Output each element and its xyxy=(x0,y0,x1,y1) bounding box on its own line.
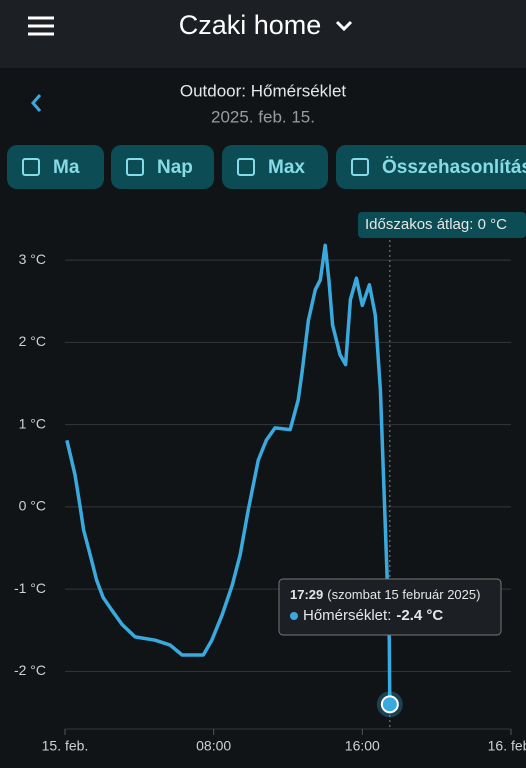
tooltip-line: 17:29 (szombat 15 február 2025) xyxy=(290,587,480,602)
filter-button[interactable]: Ma xyxy=(7,145,104,189)
tooltip-line: Hőmérséklet: -2.4 °C xyxy=(303,607,443,624)
filter-button[interactable]: Nap xyxy=(111,145,214,189)
tooltip-dot xyxy=(290,612,298,620)
x-tick-label: 08:00 xyxy=(196,738,231,754)
button-label: Összehasonlítás xyxy=(382,157,526,178)
button-bg xyxy=(336,145,526,189)
date: 2025. feb. 15. xyxy=(211,107,315,126)
button-icon xyxy=(351,158,369,176)
y-tick-label: -2 °C xyxy=(14,662,46,678)
data-point xyxy=(380,695,399,714)
button-bg xyxy=(7,145,104,189)
x-tick-label: 15. feb. xyxy=(42,738,89,754)
y-tick-label: 2 °C xyxy=(19,333,46,349)
dropdown-icon[interactable] xyxy=(335,20,353,32)
tooltip: 17:29 (szombat 15 február 2025) Hőmérsékle… xyxy=(278,578,502,636)
back-button[interactable] xyxy=(31,94,42,112)
average-badge: Időszakos átlag: 0 °C xyxy=(358,212,526,238)
button-label: Max xyxy=(268,157,305,178)
tooltip-date: (szombat 15 február 2025) xyxy=(327,587,480,602)
filter-button[interactable]: Összehasonlítás xyxy=(336,145,526,189)
badge-bg xyxy=(358,212,526,238)
tooltip-bg xyxy=(278,578,502,636)
app-bar xyxy=(0,0,526,68)
y-tick-label: 0 °C xyxy=(19,498,46,514)
button-bg xyxy=(222,145,328,189)
y-tick-label: 1 °C xyxy=(19,415,46,431)
tooltip-value: -2.4 °C xyxy=(396,607,443,624)
annotation: Időszakos átlag: 0 °C xyxy=(365,216,507,233)
button-icon xyxy=(126,158,144,176)
app-title[interactable]: Czaki home xyxy=(179,10,322,40)
tooltip-series: Hőmérséklet: xyxy=(303,607,391,624)
y-tick-label: -1 °C xyxy=(14,580,46,596)
button-label: Ma xyxy=(53,157,80,178)
button-bg xyxy=(111,145,214,189)
subtitle: Outdoor: Hőmérséklet xyxy=(180,81,347,100)
y-tick-label: 3 °C xyxy=(19,251,46,267)
filter-button[interactable]: Max xyxy=(222,145,328,189)
button-icon xyxy=(22,158,40,176)
button-icon xyxy=(237,158,255,176)
x-tick-label: 16:00 xyxy=(345,738,380,754)
menu-icon[interactable] xyxy=(28,16,54,36)
tooltip-time: 17:29 xyxy=(290,587,323,602)
x-tick-label: 16. feb. xyxy=(488,738,526,754)
button-label: Nap xyxy=(157,157,193,178)
temperature-line xyxy=(65,243,392,705)
